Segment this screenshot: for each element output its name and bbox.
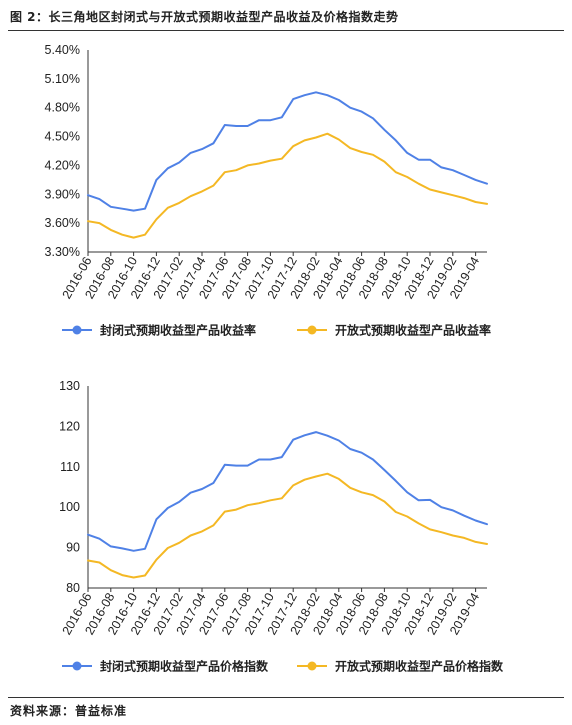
- legend-label-1: 开放式预期收益型产品收益率: [335, 323, 491, 338]
- y-tick-label: 100: [59, 500, 80, 514]
- series-line-1: [87, 472, 488, 579]
- chart-svg: 80901001101201302016-062016-082016-10201…: [59, 379, 504, 674]
- figure-title-bar: 图 2：长三角地区封闭式与开放式预期收益型产品收益及价格指数走势: [8, 6, 564, 31]
- legend-marker-1: [307, 325, 317, 335]
- y-tick-label: 90: [66, 541, 80, 555]
- series-line-0: [87, 91, 488, 212]
- legend-label-1: 开放式预期收益型产品价格指数: [335, 659, 504, 674]
- y-tick-label: 4.80%: [45, 101, 80, 115]
- legend-label-0: 封闭式预期收益型产品收益率: [100, 323, 256, 338]
- legend-marker-1: [307, 661, 317, 671]
- series-line-1: [87, 132, 488, 239]
- y-tick-label: 4.20%: [45, 158, 80, 172]
- y-tick-label: 130: [59, 379, 80, 393]
- price-index-chart: 80 90 100 110 120 130 2016-06 2016-08 2016-10 201…: [0, 372, 572, 702]
- legend-label-0: 封闭式预期收益型产品价格指数: [100, 659, 269, 674]
- y-tick-label: 120: [59, 419, 80, 433]
- y-tick-label: 5.40%: [45, 43, 80, 57]
- legend-marker-0: [72, 661, 82, 671]
- y-tick-label: 3.30%: [45, 245, 80, 259]
- y-tick-label: 3.60%: [45, 216, 80, 230]
- figure-title: 图 2：长三角地区封闭式与开放式预期收益型产品收益及价格指数走势: [10, 10, 399, 24]
- y-tick-label: 3.90%: [45, 187, 80, 201]
- y-tick-label: 5.10%: [45, 72, 80, 86]
- y-tick-label: 80: [66, 581, 80, 595]
- y-tick-label: 4.50%: [45, 130, 80, 144]
- y-tick-label: 110: [60, 460, 80, 474]
- series-line-0: [87, 431, 488, 552]
- source-bar: 资料来源：普益标准: [8, 697, 564, 720]
- legend-marker-0: [72, 325, 82, 335]
- source-note: 资料来源：普益标准: [10, 704, 128, 718]
- chart-svg: 3.30% 3.60% 3.90% 4.20% 4.50% 4.80% 5.10% 5.40%…: [45, 43, 491, 338]
- yield-chart: 3.30% 3.60% 3.90% 4.20% 4.50% 4.80% 5.10% 5.40%…: [0, 36, 572, 366]
